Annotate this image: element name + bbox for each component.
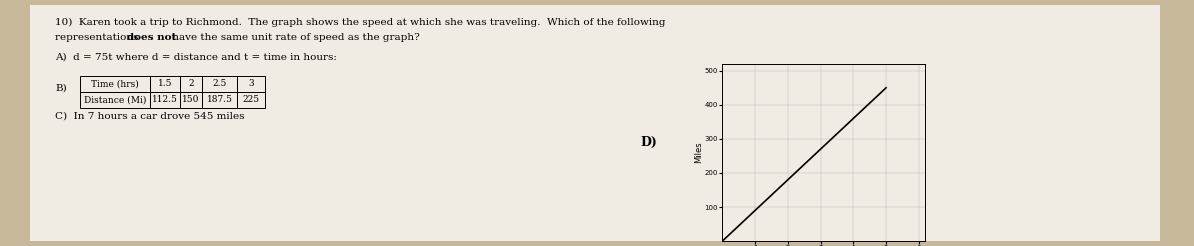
Text: does not: does not	[127, 33, 177, 42]
Text: 2: 2	[189, 79, 193, 89]
Text: D): D)	[640, 136, 657, 149]
Bar	[202, 76, 236, 92]
Bar	[202, 92, 236, 108]
Text: Time (hrs): Time (hrs)	[91, 79, 139, 89]
Text: 150: 150	[183, 95, 199, 105]
Bar	[236, 92, 265, 108]
Text: 225: 225	[242, 95, 259, 105]
Text: 187.5: 187.5	[207, 95, 233, 105]
Text: C)  In 7 hours a car drove 545 miles: C) In 7 hours a car drove 545 miles	[55, 112, 245, 121]
Text: 1.5: 1.5	[158, 79, 172, 89]
Text: B): B)	[55, 84, 67, 93]
Bar	[236, 76, 265, 92]
Y-axis label: Miles: Miles	[695, 142, 703, 163]
Text: 10)  Karen took a trip to Richmond.  The graph shows the speed at which she was : 10) Karen took a trip to Richmond. The g…	[55, 18, 665, 27]
Text: 3: 3	[248, 79, 254, 89]
Text: 2.5: 2.5	[213, 79, 227, 89]
Bar	[180, 92, 202, 108]
Bar	[80, 92, 150, 108]
Bar	[80, 76, 150, 92]
Text: representations: representations	[55, 33, 142, 42]
Bar	[150, 92, 180, 108]
Bar	[180, 76, 202, 92]
Bar	[150, 76, 180, 92]
Text: 112.5: 112.5	[152, 95, 178, 105]
Text: A)  d = 75t where d = distance and t = time in hours:: A) d = 75t where d = distance and t = ti…	[55, 53, 337, 62]
Text: Distance (Mi): Distance (Mi)	[84, 95, 146, 105]
Text: have the same unit rate of speed as the graph?: have the same unit rate of speed as the …	[170, 33, 420, 42]
FancyBboxPatch shape	[30, 5, 1161, 241]
